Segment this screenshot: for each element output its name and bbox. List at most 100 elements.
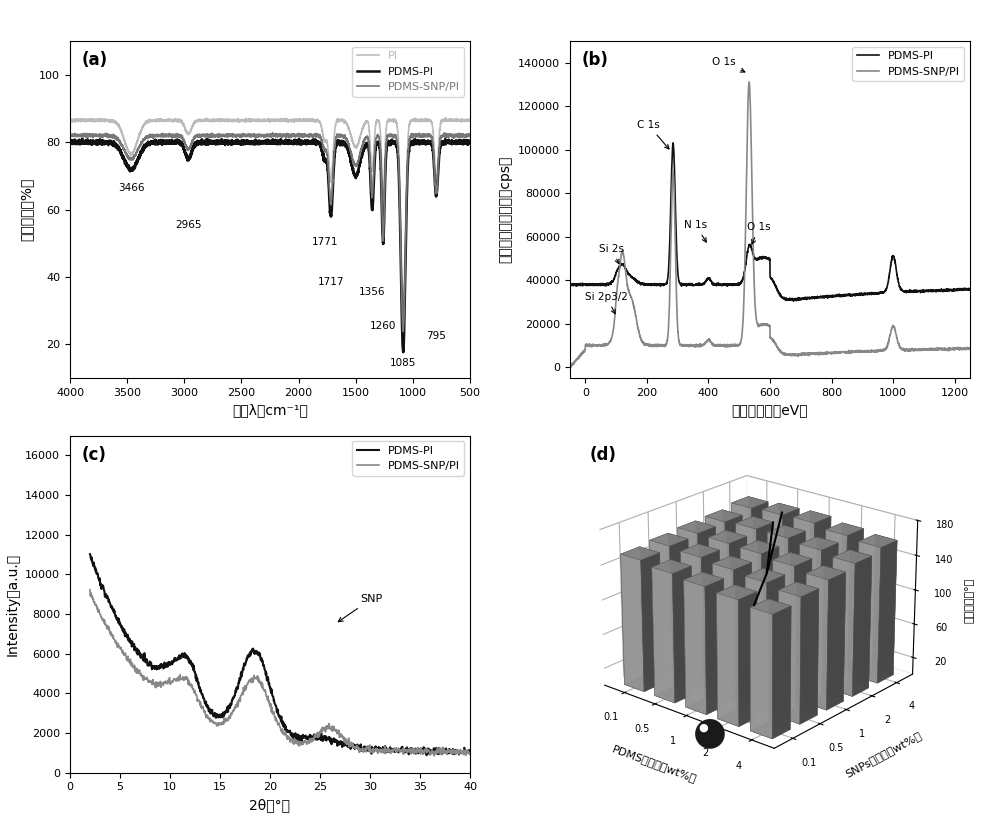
PI (226, 115, 238, 125)
PDMS-SNP/PI (884, 331, 896, 341)
Text: 1771: 1771 (311, 237, 338, 247)
Line: PDMS-SNP/PI: PDMS-SNP/PI (570, 82, 970, 367)
PDMS-PI (380, 743, 392, 753)
Text: 2965: 2965 (175, 219, 202, 229)
Text: N 1s: N 1s (684, 220, 707, 242)
PDMS-SNP/PI (95, 130, 107, 140)
Line: PDMS-PI: PDMS-PI (90, 554, 470, 755)
PDMS-PI (251, 649, 263, 659)
Text: 1717: 1717 (318, 277, 344, 287)
PDMS-PI (586, 279, 598, 289)
PDMS-PI (387, 744, 399, 754)
PDMS-SNP/PI (226, 132, 238, 141)
PDMS-SNP/PI (587, 340, 599, 350)
PDMS-SNP/PI (380, 746, 392, 756)
PDMS-PI (667, 138, 679, 148)
PDMS-PI (319, 156, 331, 166)
PDMS-SNP/PI (964, 344, 976, 354)
PDMS-PI (788, 296, 800, 306)
PDMS-SNP/PI (345, 739, 357, 749)
PDMS-PI (464, 746, 476, 755)
PDMS-SNP/PI (397, 326, 409, 336)
PDMS-SNP/PI (619, 261, 631, 270)
PDMS-SNP/PI (380, 137, 392, 147)
X-axis label: PDMS的浓度（wt%）: PDMS的浓度（wt%） (611, 744, 698, 784)
X-axis label: 波长λ（cm⁻¹）: 波长λ（cm⁻¹） (232, 404, 308, 418)
Text: (a): (a) (82, 51, 108, 69)
Legend: PDMS-PI, PDMS-SNP/PI: PDMS-PI, PDMS-SNP/PI (852, 47, 964, 81)
PDMS-PI (275, 136, 287, 146)
Text: 3466: 3466 (118, 182, 144, 192)
Line: PI: PI (70, 118, 470, 306)
PI (64, 116, 76, 126)
Text: (b): (b) (582, 51, 609, 69)
Text: Si 2s: Si 2s (599, 244, 624, 264)
PI (440, 113, 452, 122)
PI (397, 301, 409, 311)
Text: 水接触角（°）: 水接触角（°） (965, 577, 975, 623)
Text: 795: 795 (426, 331, 446, 341)
PDMS-PI (884, 267, 896, 277)
PDMS-SNP/PI (564, 363, 576, 372)
PDMS-PI (421, 750, 433, 760)
PI (275, 116, 287, 126)
PDMS-SNP/PI (267, 128, 279, 138)
PDMS-SNP/PI (84, 584, 96, 594)
PDMS-PI (95, 136, 107, 145)
PI (319, 137, 331, 147)
Text: 1356: 1356 (359, 287, 385, 297)
Line: PDMS-SNP/PI: PDMS-SNP/PI (90, 589, 470, 756)
Text: ●: ● (698, 723, 708, 732)
X-axis label: 电子结合能（eV）: 电子结合能（eV） (732, 404, 808, 418)
PDMS-PI (210, 138, 222, 148)
Text: ●: ● (693, 713, 727, 751)
PDMS-PI (123, 633, 135, 643)
PDMS-SNP/PI (210, 131, 222, 141)
PDMS-SNP/PI (387, 745, 399, 755)
Legend: PI, PDMS-PI, PDMS-SNP/PI: PI, PDMS-PI, PDMS-SNP/PI (352, 47, 464, 97)
PDMS-PI (397, 347, 409, 357)
PI (210, 114, 222, 124)
X-axis label: 2θ（°）: 2θ（°） (250, 798, 290, 812)
PDMS-SNP/PI (564, 363, 576, 372)
PDMS-SNP/PI (827, 349, 839, 358)
PI (380, 122, 392, 132)
PDMS-SNP/PI (64, 131, 76, 141)
PDMS-SNP/PI (743, 77, 755, 87)
Text: (c): (c) (82, 446, 107, 464)
Text: C 1s: C 1s (637, 120, 669, 149)
PDMS-SNP/PI (319, 145, 331, 155)
Y-axis label: SNPs的浓度（wt%）: SNPs的浓度（wt%） (844, 731, 923, 779)
PI (464, 115, 476, 125)
PDMS-SNP/PI (275, 130, 287, 140)
PDMS-PI (464, 136, 476, 146)
PDMS-PI (564, 279, 576, 289)
PDMS-SNP/PI (251, 673, 263, 683)
Legend: PDMS-PI, PDMS-SNP/PI: PDMS-PI, PDMS-SNP/PI (352, 441, 464, 476)
PDMS-PI (84, 549, 96, 559)
PDMS-SNP/PI (653, 341, 665, 351)
Text: O 1s: O 1s (712, 57, 745, 72)
Y-axis label: Intensity（a.u.）: Intensity（a.u.） (6, 552, 20, 656)
Text: (d): (d) (589, 446, 616, 464)
Text: 1085: 1085 (390, 358, 416, 368)
PDMS-SNP/PI (123, 656, 135, 666)
Y-axis label: 光电子的测量强度（cps）: 光电子的测量强度（cps） (499, 156, 513, 263)
PDMS-PI (827, 292, 839, 302)
Line: PDMS-PI: PDMS-PI (570, 143, 970, 301)
PDMS-SNP/PI (875, 345, 887, 355)
PDMS-PI (380, 144, 392, 154)
PDMS-SNP/PI (238, 683, 250, 693)
PDMS-PI (652, 279, 664, 289)
PDMS-PI (345, 741, 357, 750)
PDMS-SNP/PI (428, 751, 440, 761)
Text: O 1s: O 1s (747, 222, 771, 244)
PDMS-SNP/PI (464, 130, 476, 140)
Y-axis label: 吸收强度（%）: 吸收强度（%） (20, 178, 34, 242)
Text: 1260: 1260 (370, 321, 396, 330)
PDMS-PI (964, 284, 976, 294)
Line: PDMS-SNP/PI: PDMS-SNP/PI (70, 133, 470, 331)
Line: PDMS-PI: PDMS-PI (70, 139, 470, 352)
PDMS-PI (64, 137, 76, 147)
PDMS-PI (875, 288, 887, 298)
